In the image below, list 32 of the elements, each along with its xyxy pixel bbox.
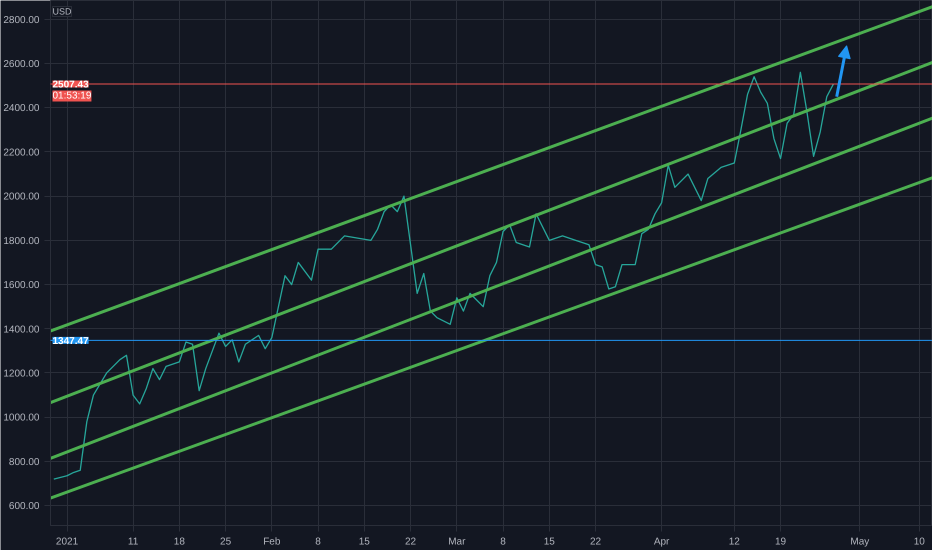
y-tick-label: 2400.00: [3, 103, 40, 114]
y-tick-label: 2800.00: [3, 14, 40, 26]
x-tick-label: 11: [128, 536, 139, 548]
y-tick-label: 1000.00: [3, 412, 40, 424]
x-tick-label: Apr: [654, 536, 670, 548]
y-tick-label: 1400.00: [3, 324, 40, 336]
y-tick-label: 2200.00: [3, 147, 40, 158]
x-tick-label: 18: [174, 536, 186, 548]
x-tick-label: Feb: [263, 536, 281, 548]
x-tick-label: 15: [358, 536, 370, 548]
y-tick-label: 1800.00: [3, 236, 40, 247]
line-series: [53, 72, 834, 480]
x-tick-label: 2021: [56, 536, 79, 548]
x-tick-label: 12: [728, 536, 740, 548]
x-tick-label: 15: [544, 536, 556, 548]
y-tick-label: 600.00: [8, 501, 40, 512]
annotation: 01:53:19: [52, 90, 92, 102]
x-tick-label: 22: [405, 536, 417, 548]
y-tick-label: 2600.00: [3, 59, 40, 70]
x-tick-label: 25: [220, 536, 232, 548]
y-tick-label: 2000.00: [3, 192, 40, 203]
y-axis-title: USD: [52, 6, 72, 16]
x-tick-label: May: [850, 536, 870, 548]
x-tick-label: 19: [774, 536, 787, 548]
x-tick-label: 10: [914, 536, 926, 548]
y-tick-label: 1600.00: [3, 280, 40, 292]
x-tick-label: 22: [590, 536, 602, 548]
x-tick-label: 8: [500, 536, 506, 548]
y-tick-label: 800.00: [8, 456, 40, 468]
y-tick-label: 1200.00: [3, 368, 40, 380]
x-tick-label: 8: [315, 536, 322, 548]
x-tick-label: Mar: [448, 536, 466, 548]
